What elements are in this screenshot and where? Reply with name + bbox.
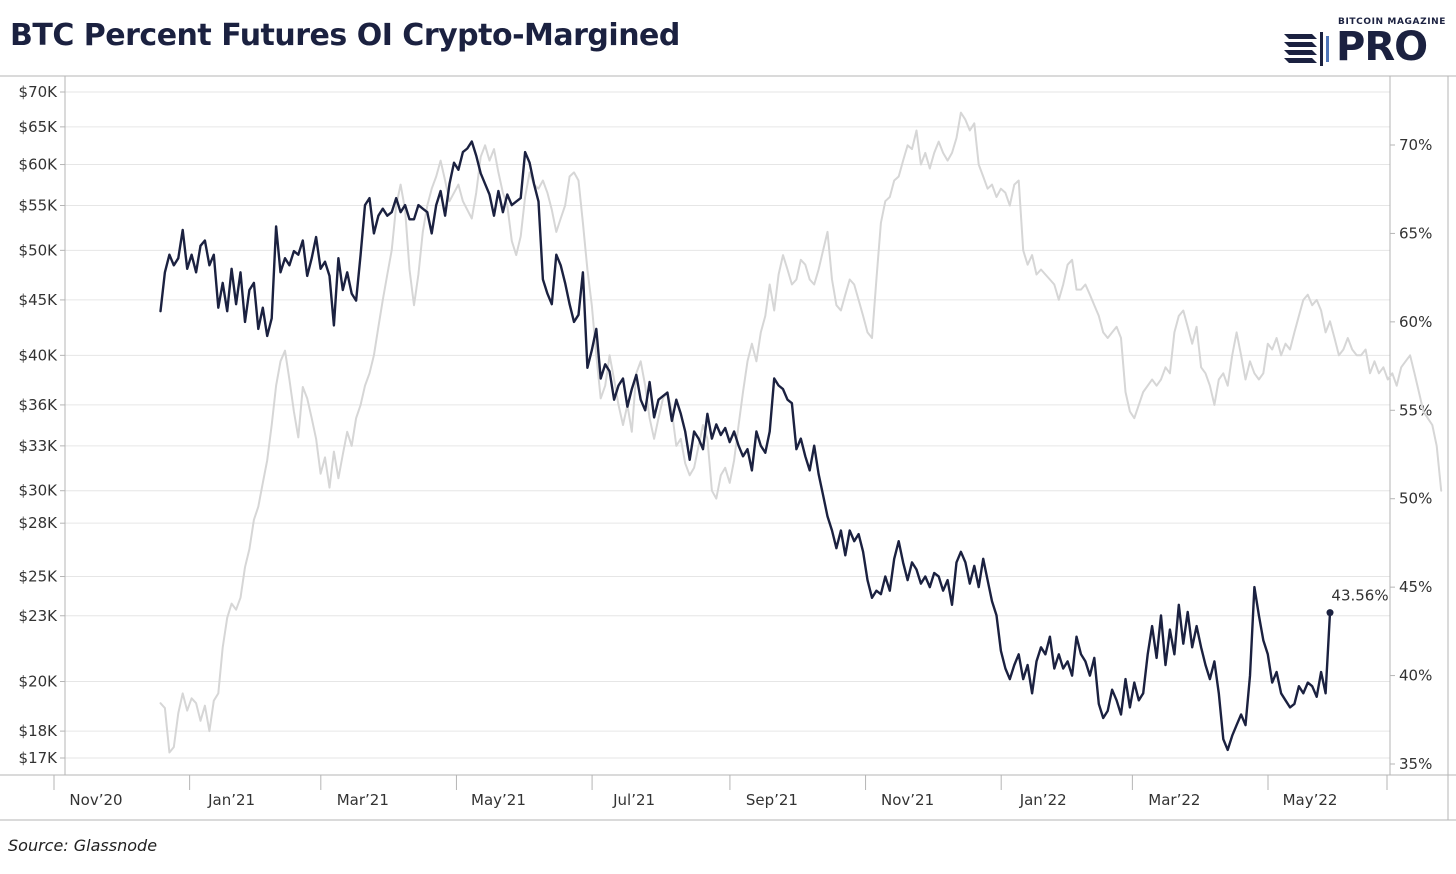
right-tick-label: 35% — [1399, 755, 1432, 773]
bitcoin-magazine-pro-logo: BITCOIN MAGAZINE PRO — [1284, 14, 1449, 70]
x-tick-label: Nov’21 — [881, 791, 934, 809]
right-tick-label: 70% — [1399, 136, 1432, 154]
logo-top-text: BITCOIN MAGAZINE — [1338, 17, 1447, 27]
end-point-marker — [1326, 609, 1334, 617]
left-tick-label: $65K — [19, 118, 59, 136]
left-tick-label: $20K — [19, 673, 59, 691]
left-tick-label: $17K — [19, 749, 59, 767]
chart-title: BTC Percent Futures OI Crypto-Margined — [10, 18, 680, 53]
left-tick-label: $40K — [19, 346, 59, 364]
left-tick-label: $45K — [19, 291, 59, 309]
x-tick-label: Mar’21 — [337, 791, 389, 809]
right-tick-label: 50% — [1399, 490, 1432, 508]
left-tick-label: $28K — [19, 514, 59, 532]
x-tick-label: Jan’21 — [207, 791, 255, 809]
left-tick-label: $25K — [19, 568, 59, 586]
x-tick-label: May’21 — [471, 791, 526, 809]
right-tick-label: 40% — [1399, 667, 1432, 685]
btc-price-line — [159, 111, 1443, 754]
left-tick-label: $36K — [19, 396, 59, 414]
left-tick-label: $33K — [19, 437, 59, 455]
x-tick-label: Jan’22 — [1019, 791, 1067, 809]
left-tick-label: $50K — [19, 241, 59, 259]
left-tick-label: $60K — [19, 156, 59, 174]
x-tick-label: Jul’21 — [612, 791, 655, 809]
end-value-label: 43.56% — [1331, 587, 1388, 605]
crypto-margined-percent-line — [159, 140, 1332, 752]
x-tick-label: Sep’21 — [746, 791, 798, 809]
right-tick-label: 45% — [1399, 578, 1432, 596]
left-tick-label: $55K — [19, 196, 59, 214]
x-tick-label: May’22 — [1283, 791, 1338, 809]
source-note: Source: Glassnode — [8, 836, 158, 855]
right-tick-label: 60% — [1399, 313, 1432, 331]
right-tick-label: 55% — [1399, 401, 1432, 419]
x-tick-label: Nov’20 — [69, 791, 122, 809]
right-tick-label: 65% — [1399, 224, 1432, 242]
left-tick-label: $70K — [19, 83, 59, 101]
left-tick-label: $30K — [19, 482, 59, 500]
left-tick-label: $23K — [19, 607, 59, 625]
x-tick-label: Mar’22 — [1148, 791, 1200, 809]
left-tick-label: $18K — [19, 722, 59, 740]
bitcoin-magazine-pro-logo-icon — [1284, 32, 1329, 66]
logo-main-text: PRO — [1336, 24, 1428, 70]
